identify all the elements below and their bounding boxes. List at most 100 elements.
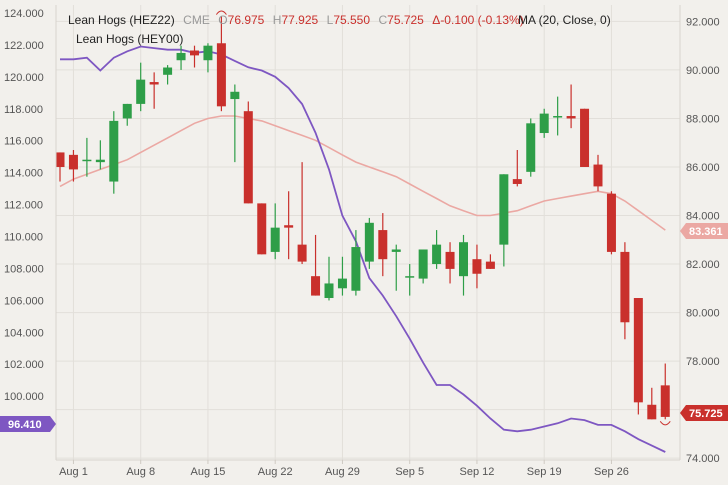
candle <box>620 242 630 340</box>
candle-body <box>270 227 280 252</box>
legend-high-value: 77.925 <box>281 13 318 27</box>
right-axis-tick: 74.000 <box>686 453 720 465</box>
compare-series-line <box>60 45 666 453</box>
compare-badge-value: 96.410 <box>8 419 42 431</box>
x-axis-tick: Sep 5 <box>395 466 424 478</box>
candle <box>606 191 616 255</box>
candle-body <box>660 385 670 417</box>
candle-body <box>566 116 576 119</box>
candle-body <box>284 225 294 228</box>
candle <box>391 244 401 291</box>
candle-body <box>55 152 65 167</box>
candle <box>136 62 146 112</box>
candle <box>270 203 280 260</box>
compare-badge-shape <box>0 416 56 432</box>
candle-body <box>149 82 159 85</box>
candle <box>660 363 670 420</box>
legend-exchange: CME <box>183 13 210 27</box>
right-axis-tick: 92.000 <box>686 16 720 28</box>
ma-line-layer <box>59 115 666 231</box>
legend-close-key: C <box>378 13 387 27</box>
legend-low-key: L <box>327 13 334 27</box>
right-axis-tick: 78.000 <box>686 356 720 368</box>
candle <box>230 84 240 163</box>
candle-body <box>190 50 199 56</box>
candle <box>459 234 468 296</box>
candle-body <box>405 276 415 278</box>
high-marker <box>215 10 227 15</box>
candle-body <box>539 113 549 134</box>
left-axis-tick: 114.000 <box>4 168 43 180</box>
candle-body <box>445 251 455 269</box>
candle <box>566 84 576 129</box>
candle <box>633 298 643 415</box>
candle <box>149 72 159 109</box>
right-axis-tick: 88.000 <box>686 113 720 125</box>
candle-body <box>647 404 657 420</box>
legend: Lean Hogs (HEZ22) CME O76.975 H77.925 L7… <box>68 13 611 46</box>
left-axis-tick: 120.000 <box>4 72 44 84</box>
x-axis-tick: Aug 8 <box>126 466 155 478</box>
legend-main-symbol: Lean Hogs (HEZ22) <box>68 13 175 27</box>
compare-last-badge: 96.410 <box>0 416 56 432</box>
candle <box>190 45 199 68</box>
right-axis-tick: 86.000 <box>686 162 720 174</box>
candle <box>593 154 603 192</box>
candle-body <box>378 230 388 260</box>
x-axis-tick: Sep 26 <box>594 466 629 478</box>
candle-body <box>324 283 334 299</box>
candle-body <box>257 203 267 255</box>
left-axis-tick: 108.000 <box>4 263 44 275</box>
x-axis-tick: Aug 15 <box>191 466 226 478</box>
right-axis-tick: 90.000 <box>686 65 720 77</box>
candle-body <box>351 247 361 291</box>
x-axis-tick: Aug 22 <box>258 466 293 478</box>
ma-series-line <box>59 115 666 231</box>
candle-body <box>526 123 536 172</box>
candle-body <box>68 154 78 170</box>
candle-body <box>553 116 563 118</box>
x-axis-tick: Aug 29 <box>325 466 360 478</box>
ma-last-badge: 83.361 <box>680 223 728 239</box>
candle <box>418 249 428 284</box>
candle-body <box>216 43 226 107</box>
candle-body <box>122 103 132 119</box>
candle-body <box>364 222 374 262</box>
candle <box>163 65 173 85</box>
right-axis-tick: 82.000 <box>686 259 720 271</box>
candle-body <box>109 120 119 182</box>
candle <box>580 108 590 167</box>
candle <box>445 242 455 284</box>
x-axis-tick: Sep 19 <box>527 466 562 478</box>
candle-body <box>176 52 186 61</box>
candles-layer <box>55 10 671 426</box>
candle <box>109 111 119 194</box>
candle <box>499 174 509 267</box>
candle-body <box>163 67 173 75</box>
candle <box>485 254 495 269</box>
candle-body <box>606 193 616 252</box>
candle-body <box>136 79 146 104</box>
axes <box>55 5 681 461</box>
candle <box>95 140 105 170</box>
candle-body <box>499 174 509 245</box>
candle-body <box>297 244 307 262</box>
candle-body <box>593 164 603 187</box>
candle <box>351 230 361 296</box>
candle-body <box>82 159 92 162</box>
candle-body <box>243 111 253 204</box>
candle <box>297 162 307 265</box>
candle <box>243 101 253 204</box>
legend-open-key: O <box>218 13 227 27</box>
legend-close-value: 75.725 <box>387 13 424 27</box>
candle-body <box>633 298 643 403</box>
candle-body <box>512 179 522 184</box>
candle <box>432 230 442 269</box>
candle-body <box>391 249 401 252</box>
last-price-badge: 75.725 <box>680 405 728 421</box>
left-axis-tick: 106.000 <box>4 295 44 307</box>
candle-body <box>620 251 630 323</box>
